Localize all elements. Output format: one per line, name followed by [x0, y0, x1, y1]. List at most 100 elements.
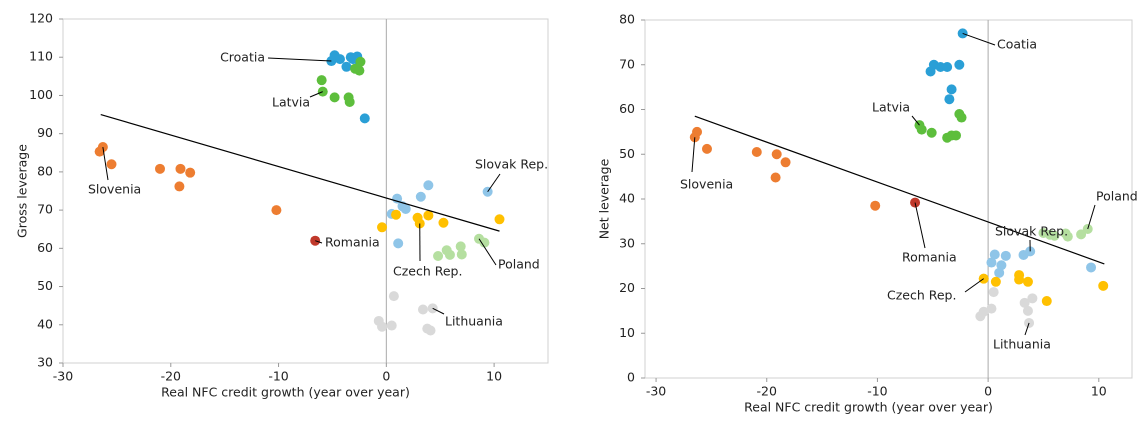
series-label: Lithuania — [993, 337, 1051, 352]
y-tick-label: 120 — [29, 11, 53, 26]
point — [415, 191, 426, 202]
y-tick-label: 80 — [619, 12, 635, 27]
x-tick-label: -20 — [161, 369, 181, 384]
point — [954, 59, 965, 70]
leader-line — [914, 202, 926, 249]
point — [444, 249, 455, 260]
leader-line — [432, 307, 445, 315]
point — [870, 200, 881, 211]
point — [388, 291, 399, 302]
point — [316, 75, 327, 86]
trend-line — [100, 113, 500, 232]
point — [494, 214, 505, 225]
point — [341, 61, 352, 72]
point — [990, 276, 1001, 287]
y-tick-label: 30 — [619, 235, 635, 250]
point — [377, 321, 388, 332]
series-label: Czech Rep. — [393, 264, 462, 279]
point — [994, 267, 1005, 278]
y-tick-label: 70 — [37, 202, 53, 217]
series-label: Slovenia — [88, 182, 141, 197]
point — [1076, 229, 1087, 240]
point — [329, 92, 340, 103]
point — [1027, 293, 1038, 304]
point — [946, 84, 957, 95]
series-label: Latvia — [872, 100, 910, 115]
leader-line — [962, 32, 996, 46]
point — [1049, 230, 1060, 241]
y-tick-label: 50 — [37, 278, 53, 293]
y-tick-label: 110 — [29, 49, 53, 64]
point — [271, 205, 282, 216]
x-tick-label: -10 — [268, 369, 288, 384]
leader-line — [1024, 322, 1030, 336]
series-label: Slovak Rep. — [475, 157, 548, 172]
point — [1014, 274, 1025, 285]
trend-line — [694, 115, 1105, 265]
leader-line — [267, 57, 332, 62]
point — [989, 249, 1000, 260]
series-label: Slovak Rep. — [995, 224, 1068, 239]
point — [344, 96, 355, 107]
point — [916, 124, 927, 135]
y-tick-label: 40 — [37, 316, 53, 331]
point — [174, 181, 185, 192]
y-tick-label: 0 — [627, 370, 635, 385]
series-label: Poland — [1096, 189, 1138, 204]
x-tick-label: -20 — [757, 384, 777, 399]
point — [438, 217, 449, 228]
leader-line — [911, 115, 920, 126]
point — [455, 241, 466, 252]
point — [701, 143, 712, 154]
point — [334, 54, 345, 65]
x-tick-label: 0 — [984, 384, 992, 399]
point — [988, 287, 999, 298]
point — [978, 306, 989, 317]
point — [400, 203, 411, 214]
point — [1000, 250, 1011, 261]
point — [433, 250, 444, 261]
point — [417, 304, 428, 315]
point — [1086, 262, 1097, 273]
point — [354, 65, 365, 76]
y-tick-label: 50 — [619, 146, 635, 161]
point — [944, 94, 955, 105]
leader-line — [691, 137, 696, 173]
x-tick-label: -10 — [867, 384, 887, 399]
point — [1062, 231, 1073, 242]
point — [1041, 296, 1052, 307]
leader-line — [964, 278, 984, 293]
y-tick-label: 30 — [37, 355, 53, 370]
point — [155, 163, 165, 174]
point — [377, 222, 388, 233]
point — [393, 238, 404, 249]
point — [770, 172, 781, 183]
x-axis-label: Real NFC credit growth (year over year) — [744, 400, 993, 415]
x-tick-label: -30 — [646, 384, 666, 399]
series-label: Lithuania — [445, 314, 503, 329]
point — [956, 112, 967, 123]
point — [359, 113, 370, 124]
series-label: Coatia — [997, 37, 1037, 52]
y-tick-label: 60 — [37, 240, 53, 255]
plot-frame — [644, 19, 1133, 379]
y-tick-label: 70 — [619, 56, 635, 71]
point — [771, 149, 782, 160]
point — [355, 56, 366, 67]
plot-frame — [62, 18, 549, 364]
leader-line — [1087, 204, 1096, 230]
point — [1022, 305, 1033, 316]
point — [425, 325, 436, 336]
point — [986, 257, 997, 268]
leader-line — [487, 173, 501, 193]
series-label: Romania — [325, 235, 380, 250]
series-label: Croatia — [220, 50, 265, 65]
point — [986, 303, 997, 314]
series-label: Poland — [498, 257, 540, 272]
leader-line — [309, 91, 323, 98]
point — [386, 320, 397, 331]
point — [692, 126, 703, 137]
y-tick-label: 90 — [37, 125, 53, 140]
point — [926, 127, 937, 138]
y-tick-label: 40 — [619, 191, 635, 206]
